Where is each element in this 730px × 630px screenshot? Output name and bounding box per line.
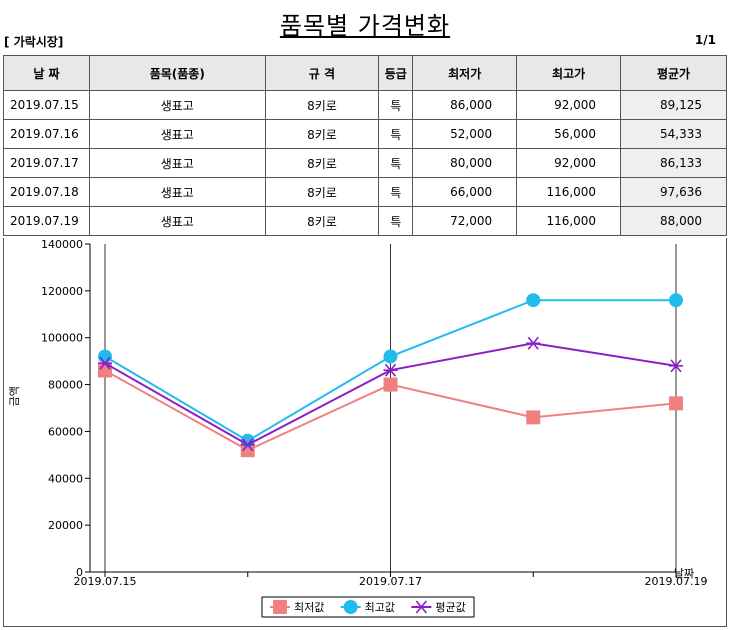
cell-avg-price: 54,333 (620, 119, 727, 149)
x-axis-label: 날짜 (674, 567, 694, 580)
x-tick-label: 2019.07.19 (645, 575, 708, 588)
column-header-item: 품목(품종) (88, 55, 266, 91)
cell-spec: 8키로 (264, 90, 380, 120)
cell-date: 2019.07.16 (3, 119, 90, 149)
x-tick-label: 2019.07.15 (74, 575, 137, 588)
cell-grade: 특 (378, 177, 414, 207)
cell-grade: 특 (378, 206, 414, 236)
legend-label: 최고값 (365, 601, 395, 614)
y-tick-label: 120000 (41, 285, 83, 298)
cell-max-price: 116,000 (516, 177, 622, 207)
cell-avg-price: 89,125 (620, 90, 727, 120)
cell-min-price: 80,000 (412, 148, 518, 178)
cell-max-price: 92,000 (516, 90, 622, 120)
cell-min-price: 86,000 (412, 90, 518, 120)
cell-grade: 특 (378, 119, 414, 149)
column-header-min-price: 최저가 (412, 55, 518, 91)
cell-avg-price: 97,636 (620, 177, 727, 207)
cell-min-price: 66,000 (412, 177, 518, 207)
data-point (383, 377, 398, 392)
legend-marker (343, 600, 358, 614)
cell-item: 생표고 (88, 90, 266, 120)
data-point (383, 349, 398, 364)
column-header-avg-price: 평균가 (620, 55, 727, 91)
y-tick-label: 100000 (41, 332, 83, 345)
page-number: 1/1 (694, 33, 716, 47)
market-label: [ 가락시장] (4, 35, 64, 49)
cell-spec: 8키로 (264, 148, 380, 178)
y-tick-label: 40000 (48, 472, 83, 485)
price-chart-frame: 0 20000 40000 60000 80000 100000 120000 140000 2… (3, 238, 727, 627)
cell-date: 2019.07.15 (3, 90, 90, 120)
legend-marker (414, 600, 429, 614)
y-tick-label: 20000 (48, 519, 83, 532)
y-tick-label: 0 (76, 566, 83, 579)
cell-max-price: 56,000 (516, 119, 622, 149)
cell-spec: 8키로 (264, 177, 380, 207)
legend-label: 최저값 (294, 601, 324, 614)
column-header-max-price: 최고가 (516, 55, 622, 91)
data-point (669, 396, 683, 411)
cell-max-price: 92,000 (516, 148, 622, 178)
cell-item: 생표고 (88, 206, 266, 236)
data-point (383, 363, 398, 377)
data-point (526, 410, 541, 425)
cell-avg-price: 88,000 (620, 206, 727, 236)
data-point (98, 356, 112, 370)
price-table: 날 짜 품목(품종) 규 격 등급 최저가 최고가 평균가 2019.07.15… (3, 55, 727, 236)
page-title: 품목별 가격변화 (279, 12, 451, 40)
table-row: 2019.07.15 생표고 8키로 특 86,000 92,000 89,12… (3, 90, 727, 120)
y-tick-label: 140000 (41, 238, 83, 251)
cell-spec: 8키로 (264, 206, 380, 236)
legend (261, 596, 475, 618)
legend-marker (273, 600, 287, 614)
data-point (240, 438, 255, 452)
cell-grade: 특 (378, 90, 414, 120)
cell-item: 생표고 (88, 177, 266, 207)
y-tick-label: 60000 (48, 425, 83, 438)
legend-label: 평균값 (435, 601, 465, 614)
cell-min-price: 52,000 (412, 119, 518, 149)
data-point (526, 293, 541, 308)
data-point (98, 349, 112, 364)
price-line-chart: 0 20000 40000 60000 80000 100000 120000 140000 2… (8, 238, 708, 618)
table-row: 2019.07.18 생표고 8키로 특 66,000 116,000 97,6… (3, 177, 727, 207)
column-header-spec: 규 격 (264, 55, 380, 91)
cell-item: 생표고 (88, 119, 266, 149)
table-row: 2019.07.17 생표고 8키로 특 80,000 92,000 86,13… (3, 148, 727, 178)
cell-grade: 특 (378, 148, 414, 178)
table-row: 2019.07.19 생표고 8키로 특 72,000 116,000 88,0… (3, 206, 727, 236)
x-tick-label: 2019.07.17 (359, 575, 422, 588)
data-point (526, 336, 541, 350)
cell-max-price: 116,000 (516, 206, 622, 236)
cell-date: 2019.07.19 (3, 206, 90, 236)
cell-item: 생표고 (88, 148, 266, 178)
data-point (669, 359, 683, 373)
cell-avg-price: 86,133 (620, 148, 727, 178)
y-axis-label: 금액 (8, 386, 21, 406)
cell-min-price: 72,000 (412, 206, 518, 236)
cell-spec: 8키로 (264, 119, 380, 149)
table-header-row: 날 짜 품목(품종) 규 격 등급 최저가 최고가 평균가 (3, 55, 727, 91)
cell-date: 2019.07.18 (3, 177, 90, 207)
y-tick-label: 80000 (48, 379, 83, 392)
data-point (669, 293, 683, 308)
column-header-date: 날 짜 (3, 55, 90, 91)
table-row: 2019.07.16 생표고 8키로 특 52,000 56,000 54,33… (3, 119, 727, 149)
cell-date: 2019.07.17 (3, 148, 90, 178)
column-header-grade: 등급 (378, 55, 414, 91)
